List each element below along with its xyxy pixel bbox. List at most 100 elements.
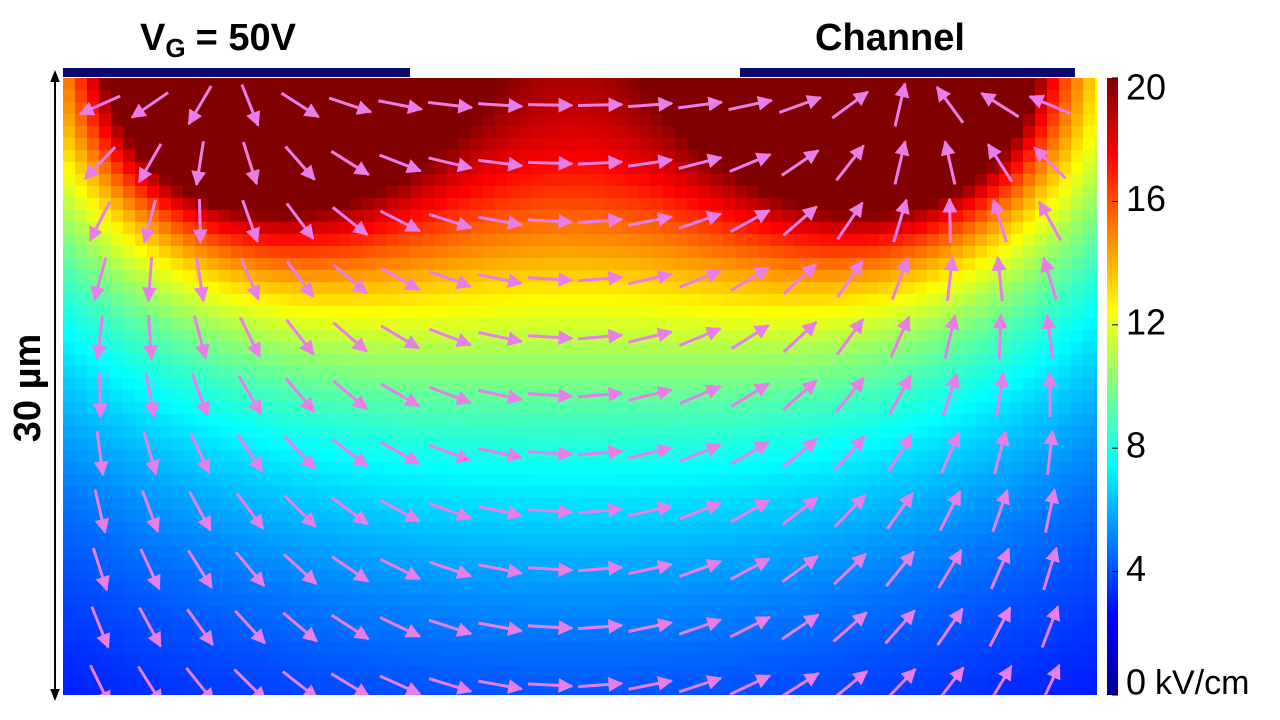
field-cell [879, 150, 892, 163]
field-cell [699, 534, 712, 547]
field-cell [627, 258, 640, 271]
field-cell [567, 438, 580, 451]
field-cell [207, 426, 220, 439]
field-cell [831, 126, 844, 139]
field-cell [663, 174, 676, 187]
field-cell [675, 678, 688, 691]
field-cell [747, 534, 760, 547]
field-cell [1083, 186, 1096, 199]
field-cell [843, 114, 856, 127]
field-cell [915, 438, 928, 451]
field-cell [999, 450, 1012, 463]
field-cell [795, 138, 808, 151]
field-cell [183, 510, 196, 523]
field-cell [459, 546, 472, 559]
field-cell [543, 90, 556, 103]
field-cell [819, 270, 832, 283]
field-cell [567, 318, 580, 331]
field-cell [159, 570, 172, 583]
field-cell [279, 342, 292, 355]
field-cell [675, 186, 688, 199]
field-cell [435, 642, 448, 655]
field-arrow [93, 489, 110, 534]
field-cell [1023, 438, 1036, 451]
field-cell [747, 474, 760, 487]
field-cell [435, 282, 448, 295]
field-cell [531, 486, 544, 499]
field-cell [279, 678, 292, 691]
field-arrow [237, 375, 263, 416]
field-cell [1035, 450, 1048, 463]
field-cell [927, 222, 940, 235]
field-cell [987, 234, 1000, 247]
field-cell [843, 258, 856, 271]
field-cell [1035, 186, 1048, 199]
field-cell [327, 342, 340, 355]
field-cell [807, 186, 820, 199]
field-cell [435, 546, 448, 559]
field-cell [651, 366, 664, 379]
field-cell [579, 90, 592, 103]
field-cell [123, 522, 136, 535]
field-cell [423, 366, 436, 379]
field-cell [1023, 198, 1036, 211]
field-cell [531, 138, 544, 151]
field-cell [99, 282, 112, 295]
field-cell [303, 330, 316, 343]
field-cell [759, 354, 772, 367]
field-cell [879, 90, 892, 103]
field-cell [651, 306, 664, 319]
field-cell [795, 222, 808, 235]
field-cell [1095, 630, 1097, 643]
field-cell [267, 162, 280, 175]
field-cell [99, 390, 112, 403]
field-cell [663, 294, 676, 307]
field-cell [675, 498, 688, 511]
field-cell [1023, 174, 1036, 187]
field-cell [111, 114, 124, 127]
field-cell [279, 282, 292, 295]
field-cell [255, 222, 268, 235]
field-cell [675, 294, 688, 307]
field-cell [903, 114, 916, 127]
field-cell [315, 690, 328, 695]
field-cell [111, 642, 124, 655]
field-cell [87, 582, 100, 595]
field-cell [543, 174, 556, 187]
field-cell [855, 390, 868, 403]
field-cell [315, 594, 328, 607]
field-cell [735, 150, 748, 163]
field-cell [327, 354, 340, 367]
field-cell [855, 534, 868, 547]
field-cell [771, 678, 784, 691]
field-cell [135, 378, 148, 391]
field-cell [387, 366, 400, 379]
field-cell [771, 474, 784, 487]
field-cell [279, 426, 292, 439]
field-cell [867, 126, 880, 139]
field-cell [795, 426, 808, 439]
field-cell [747, 138, 760, 151]
field-cell [591, 630, 604, 643]
field-cell [627, 486, 640, 499]
field-cell [927, 246, 940, 259]
field-cell [963, 426, 976, 439]
field-cell [339, 606, 352, 619]
field-cell [771, 582, 784, 595]
field-cell [315, 390, 328, 403]
field-cell [939, 474, 952, 487]
field-cell [75, 606, 88, 619]
field-cell [711, 342, 724, 355]
field-cell [987, 606, 1000, 619]
field-cell [207, 210, 220, 223]
field-cell [711, 666, 724, 679]
field-arrow [628, 501, 673, 518]
field-cell [135, 342, 148, 355]
field-cell [1071, 546, 1084, 559]
field-arrow [191, 141, 207, 187]
field-cell [411, 90, 424, 103]
field-cell [747, 354, 760, 367]
field-cell [291, 366, 304, 379]
field-cell [423, 282, 436, 295]
field-cell [915, 162, 928, 175]
